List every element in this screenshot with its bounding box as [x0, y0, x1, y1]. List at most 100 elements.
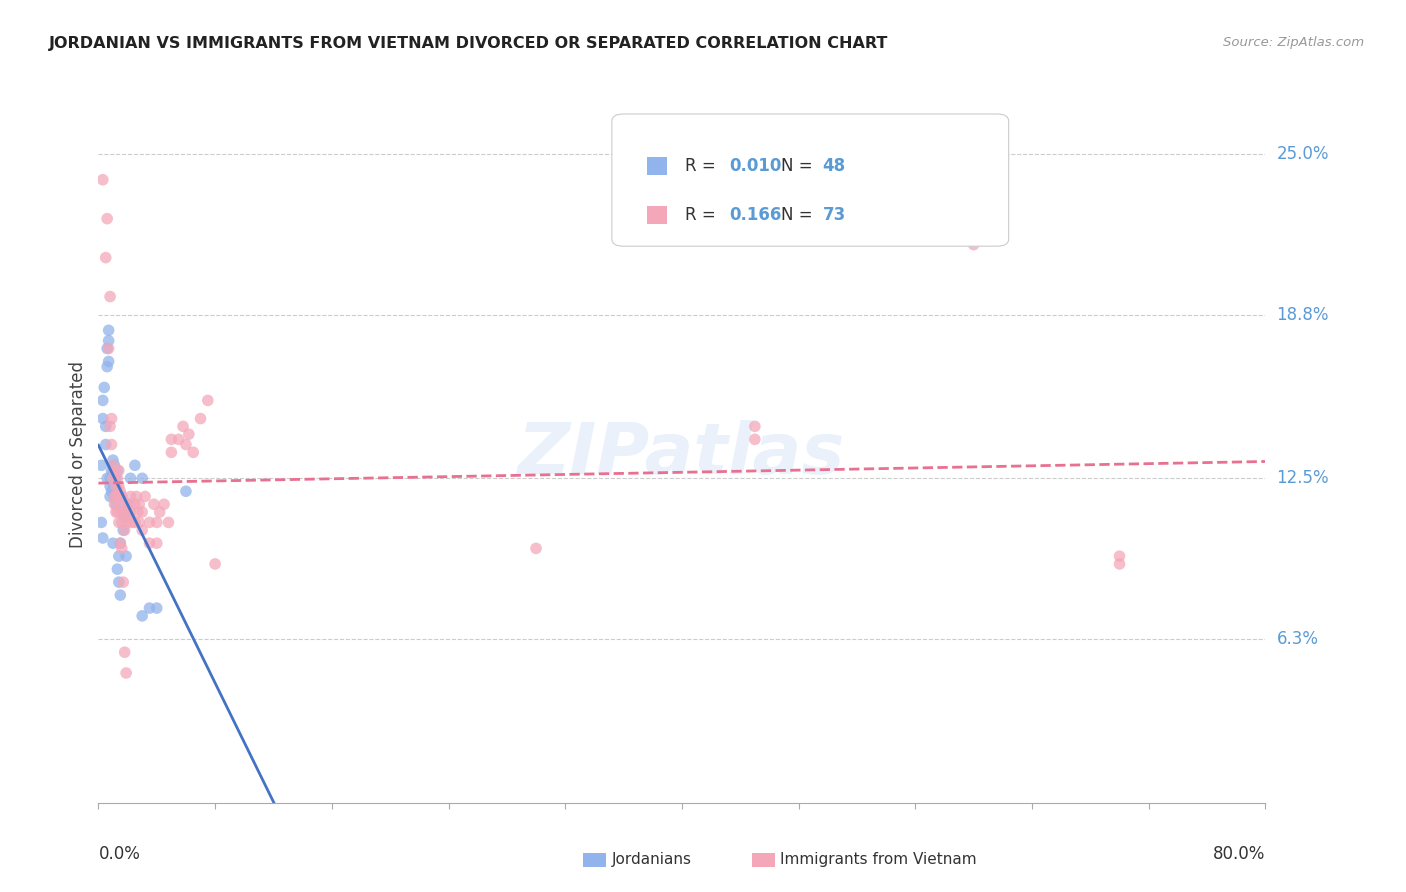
Point — [98, 471, 121, 485]
Point — [105, 490, 128, 504]
Point — [146, 601, 169, 615]
Point — [962, 237, 984, 252]
Point — [101, 476, 124, 491]
Text: JORDANIAN VS IMMIGRANTS FROM VIETNAM DIVORCED OR SEPARATED CORRELATION CHART: JORDANIAN VS IMMIGRANTS FROM VIETNAM DIV… — [49, 36, 889, 51]
Text: 18.8%: 18.8% — [1277, 306, 1329, 324]
Point — [110, 484, 132, 499]
Point — [105, 505, 128, 519]
Point — [138, 516, 160, 530]
Point — [97, 354, 120, 368]
Point — [101, 453, 124, 467]
Text: R =: R = — [685, 157, 721, 175]
Point — [181, 445, 204, 459]
Point — [138, 601, 160, 615]
Text: Jordanians: Jordanians — [612, 853, 692, 867]
Point — [103, 471, 125, 485]
Point — [96, 211, 118, 226]
Point — [115, 665, 138, 680]
Point — [96, 359, 118, 374]
Point — [115, 505, 138, 519]
Point — [108, 575, 131, 590]
Point — [142, 497, 165, 511]
Point — [91, 531, 114, 545]
Point — [100, 411, 122, 425]
Point — [104, 471, 127, 485]
Point — [103, 458, 125, 473]
Text: 80.0%: 80.0% — [1213, 845, 1265, 863]
Point — [138, 536, 160, 550]
Text: 0.010: 0.010 — [730, 157, 782, 175]
Point — [98, 289, 121, 303]
Point — [172, 419, 194, 434]
Point — [131, 505, 153, 519]
Point — [120, 505, 142, 519]
Point — [197, 393, 219, 408]
Point — [104, 479, 127, 493]
Text: 6.3%: 6.3% — [1277, 631, 1319, 648]
Point — [190, 411, 212, 425]
Point — [101, 471, 124, 485]
Point — [146, 516, 169, 530]
Point — [94, 251, 117, 265]
Point — [98, 479, 121, 493]
Point — [127, 505, 149, 519]
Point — [104, 497, 127, 511]
Point — [111, 541, 134, 556]
Point — [111, 516, 134, 530]
Text: 25.0%: 25.0% — [1277, 145, 1329, 162]
Point — [110, 497, 132, 511]
Point — [167, 433, 190, 447]
Point — [110, 536, 132, 550]
Point — [98, 419, 121, 434]
Point — [174, 437, 197, 451]
Point — [104, 479, 127, 493]
Point — [1108, 557, 1130, 571]
Point — [117, 516, 139, 530]
FancyBboxPatch shape — [647, 158, 668, 175]
Point — [98, 490, 121, 504]
Point — [149, 505, 172, 519]
Point — [110, 588, 132, 602]
Text: Immigrants from Vietnam: Immigrants from Vietnam — [780, 853, 977, 867]
Point — [101, 536, 124, 550]
Point — [117, 497, 139, 511]
Point — [115, 549, 138, 564]
Point — [744, 419, 766, 434]
Point — [112, 575, 135, 590]
Point — [146, 536, 169, 550]
Point — [125, 490, 148, 504]
Point — [91, 411, 114, 425]
Point — [108, 479, 131, 493]
Point — [160, 433, 183, 447]
Point — [90, 516, 112, 530]
Point — [105, 562, 128, 576]
Point — [108, 516, 131, 530]
Point — [111, 490, 134, 504]
Y-axis label: Divorced or Separated: Divorced or Separated — [69, 361, 87, 549]
Point — [114, 523, 136, 537]
Point — [524, 541, 547, 556]
Point — [124, 458, 146, 473]
Point — [111, 505, 134, 519]
Point — [93, 380, 115, 394]
Point — [97, 323, 120, 337]
Point — [94, 419, 117, 434]
Point — [111, 490, 134, 504]
Point — [105, 471, 128, 485]
Point — [100, 437, 122, 451]
Text: 73: 73 — [823, 206, 846, 224]
Point — [96, 342, 118, 356]
Point — [121, 516, 143, 530]
Point — [744, 433, 766, 447]
Point — [101, 466, 124, 480]
Point — [131, 608, 153, 623]
Point — [97, 342, 120, 356]
Text: R =: R = — [685, 206, 721, 224]
Point — [90, 458, 112, 473]
Point — [204, 557, 226, 571]
Point — [134, 490, 156, 504]
Point — [91, 172, 114, 186]
Point — [114, 645, 136, 659]
Text: 48: 48 — [823, 157, 845, 175]
Point — [94, 437, 117, 451]
